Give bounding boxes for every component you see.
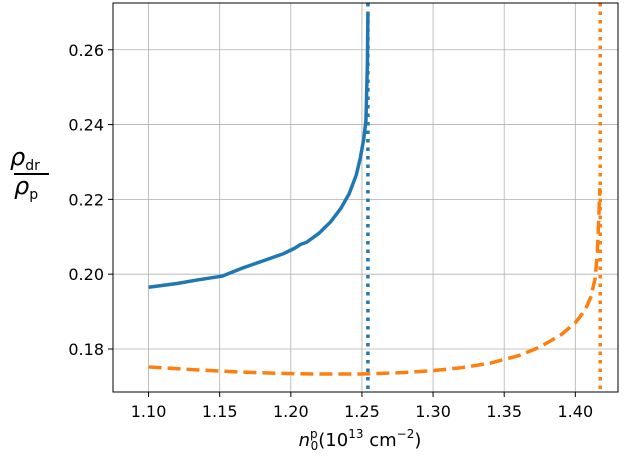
x-tick-label: 1.20 (273, 402, 309, 421)
solid-series-line (148, 14, 370, 290)
y-tick-label: 0.22 (68, 190, 104, 209)
y-tick-label: 0.26 (68, 41, 104, 60)
series-group (148, 14, 602, 376)
x-tick-label: 1.35 (486, 402, 522, 421)
x-tick-label: 1.10 (131, 402, 167, 421)
y-tick-label: 0.18 (68, 340, 104, 359)
x-tick-label: 1.15 (202, 402, 238, 421)
dashed-series-line (148, 188, 602, 376)
x-axis-label: np 0(1013 cm−2) (299, 427, 422, 453)
grid (113, 3, 618, 392)
x-tick-label: 1.30 (415, 402, 451, 421)
y-label-denominator: ρp (14, 172, 38, 203)
x-axis-ticks: 1.10 1.15 1.20 1.25 1.30 1.35 1.40 (131, 392, 593, 421)
y-axis-label: ρdr ρp (10, 143, 49, 203)
x-tick-label: 1.25 (344, 402, 380, 421)
x-tick-label: 1.40 (558, 402, 594, 421)
plot-frame (112, 2, 619, 393)
y-axis-ticks: 0.18 0.20 0.22 0.24 0.26 (68, 41, 113, 359)
y-label-numerator: ρdr (10, 143, 40, 174)
y-tick-label: 0.20 (68, 265, 104, 284)
vertical-lines (366, 3, 602, 392)
y-tick-label: 0.24 (68, 116, 104, 135)
